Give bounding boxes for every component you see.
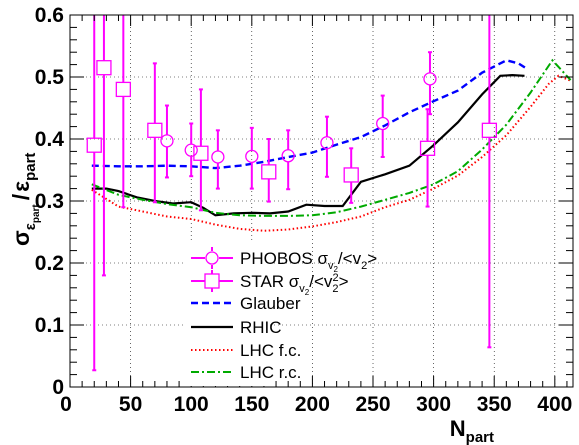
- x-tick-label: 400: [537, 393, 572, 416]
- circle-marker: [211, 150, 225, 164]
- y-axis-label-sigma-sub: ε: [22, 223, 39, 230]
- legend-box: [186, 241, 270, 386]
- legend-label: RHIC: [240, 318, 282, 337]
- x-tick-label: 150: [234, 393, 269, 416]
- legend-label: LHC r.c.: [240, 363, 301, 382]
- y-tick-label: 0.6: [35, 4, 64, 27]
- x-axis-label: Npart: [450, 416, 494, 445]
- legend-label: Glauber: [240, 294, 301, 313]
- legend-entry: STAR σv2/<v22>: [191, 270, 349, 297]
- square-marker: [115, 81, 131, 98]
- y-tick-label: 0.3: [35, 190, 64, 213]
- square-marker: [96, 60, 112, 76]
- y-axis-label-sigma: σ: [8, 230, 34, 246]
- legend-entry: LHC r.c.: [191, 363, 301, 382]
- legend-label: STAR σv2/<v22>: [240, 272, 349, 297]
- square-marker: [86, 137, 102, 153]
- circle-marker: [245, 149, 259, 164]
- circle-marker: [160, 134, 174, 148]
- star-point: [86, 15, 102, 372]
- legend-entry: PHOBOS σv2/<v2>: [191, 247, 377, 274]
- phobos-point: [320, 115, 334, 178]
- square-marker: [343, 167, 359, 183]
- y-axis-label-slash: /: [8, 193, 34, 200]
- x-tick-label: 50: [119, 393, 142, 416]
- x-tick-label: 200: [295, 393, 330, 416]
- x-tick-label: 100: [174, 393, 209, 416]
- star-point: [481, 15, 498, 349]
- data-points: [86, 15, 498, 372]
- y-axis-label-sigma-subsub: part: [31, 204, 42, 224]
- square-marker: [419, 140, 436, 156]
- legend-entry: Glauber: [191, 294, 301, 313]
- square-marker: [193, 145, 209, 161]
- star-point: [96, 15, 112, 277]
- phobos-point: [184, 122, 198, 178]
- circle-marker: [320, 136, 334, 150]
- y-axis-label-eps: ε: [8, 181, 34, 192]
- series-line-lhc-r-c-: [91, 58, 572, 217]
- circle-marker: [281, 149, 295, 163]
- circle-marker: [184, 143, 198, 157]
- phobos-point: [376, 94, 390, 158]
- x-tick-label: 350: [477, 393, 512, 416]
- y-tick-label: 0.4: [35, 128, 65, 151]
- legend: PHOBOS σv2/<v2>STAR σv2/<v22>Glauber RHIC…: [191, 247, 377, 382]
- square-marker: [261, 164, 277, 180]
- tick-labels: 0 50 100 150 200 250 300 350 400 0 0.1 0.2 0.3 0.4 0.5…: [35, 4, 573, 416]
- x-tick-label: 300: [416, 393, 451, 416]
- legend-circle-marker: [205, 251, 219, 265]
- star-point: [115, 15, 131, 209]
- circle-marker: [376, 116, 390, 131]
- star-point: [193, 88, 209, 212]
- y-tick-label: 0.1: [35, 314, 65, 337]
- x-tick-label: 0: [60, 393, 72, 416]
- legend-label: LHC f.c.: [240, 341, 301, 360]
- series-line-lhc-f-c-: [91, 74, 571, 232]
- legend-label: PHOBOS σv2/<v2>: [240, 249, 377, 274]
- star-point: [419, 108, 436, 208]
- star-point: [343, 147, 359, 204]
- star-point: [147, 62, 163, 204]
- circle-marker: [423, 72, 437, 86]
- square-marker: [147, 122, 163, 138]
- x-axis-label-main: N: [450, 416, 466, 441]
- x-tick-label: 250: [355, 393, 390, 416]
- phobos-point: [423, 51, 437, 116]
- y-axis-label-eps-sub: part: [22, 153, 39, 181]
- star-point: [261, 138, 277, 203]
- legend-entry: RHIC: [191, 318, 282, 337]
- square-marker: [481, 122, 498, 138]
- y-tick-label: 0.5: [35, 66, 65, 89]
- legend-square-marker: [204, 273, 220, 289]
- phobos-point: [211, 129, 225, 190]
- y-axis-label: σεpart/εpart: [8, 153, 42, 246]
- x-axis-label-sub: part: [466, 429, 494, 445]
- phobos-point: [245, 126, 259, 190]
- phobos-point: [281, 129, 295, 191]
- phobos-point: [160, 104, 174, 179]
- y-tick-label: 0.2: [35, 252, 64, 275]
- legend-entry: LHC f.c.: [191, 341, 301, 360]
- y-tick-label: 0: [52, 376, 64, 399]
